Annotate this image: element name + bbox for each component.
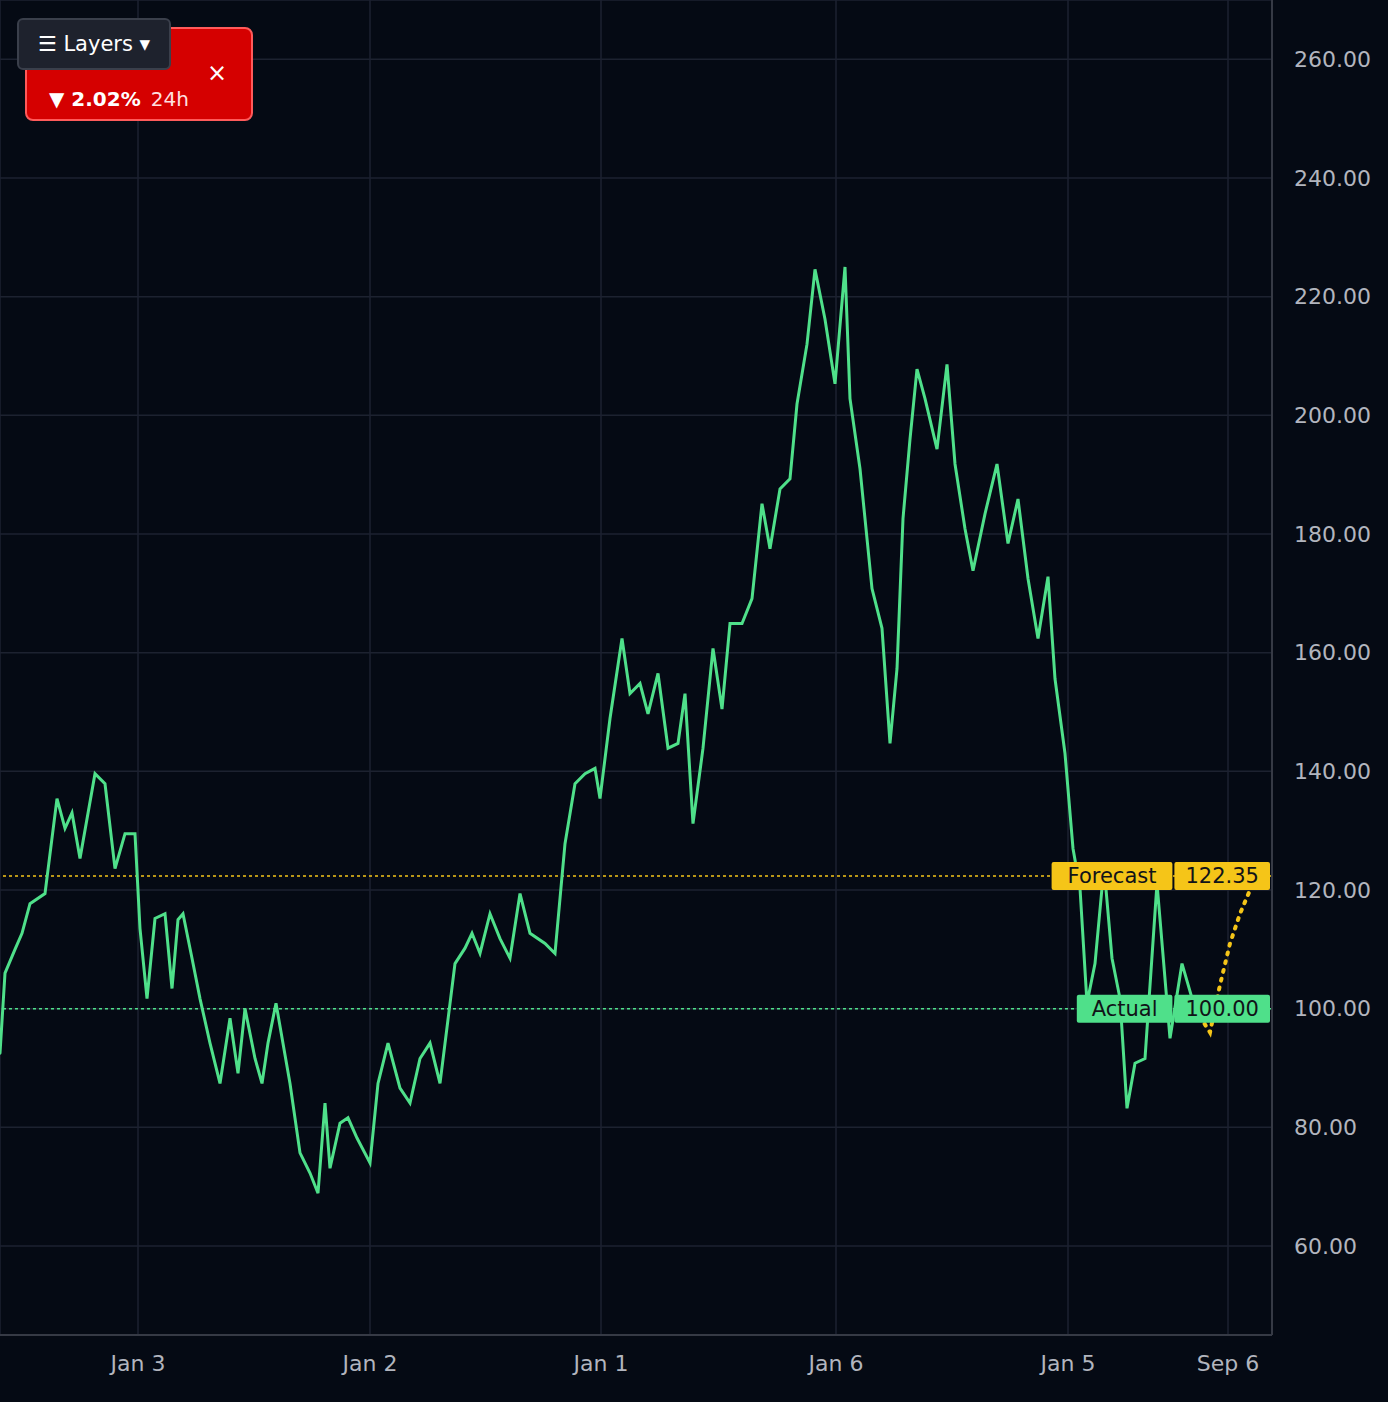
svg-text:Jan 3: Jan 3 <box>109 1351 166 1376</box>
svg-text:140.00: 140.00 <box>1294 759 1371 784</box>
svg-text:122.35: 122.35 <box>1185 864 1258 888</box>
svg-text:80.00: 80.00 <box>1294 1115 1357 1140</box>
svg-text:Sep 6: Sep 6 <box>1197 1351 1259 1376</box>
svg-text:Jan 5: Jan 5 <box>1039 1351 1096 1376</box>
svg-text:160.00: 160.00 <box>1294 640 1371 665</box>
svg-text:220.00: 220.00 <box>1294 284 1371 309</box>
svg-text:Actual: Actual <box>1092 997 1158 1021</box>
svg-text:100.00: 100.00 <box>1294 996 1371 1021</box>
svg-text:200.00: 200.00 <box>1294 403 1371 428</box>
svg-text:Forecast: Forecast <box>1068 864 1157 888</box>
svg-text:180.00: 180.00 <box>1294 522 1371 547</box>
svg-text:Jan 6: Jan 6 <box>807 1351 864 1376</box>
html-text:24h: 24h <box>150 87 189 111</box>
svg-text:120.00: 120.00 <box>1294 878 1371 903</box>
svg-text:100.00: 100.00 <box>1185 997 1258 1021</box>
svg-text:Jan 2: Jan 2 <box>341 1351 398 1376</box>
svg-text:60.00: 60.00 <box>1294 1234 1357 1259</box>
svg-text:240.00: 240.00 <box>1294 166 1371 191</box>
svg-text:260.00: 260.00 <box>1294 47 1371 72</box>
html-text:▼ 2.02%: ▼ 2.02% <box>49 87 141 111</box>
svg-text:Jan 1: Jan 1 <box>572 1351 629 1376</box>
html-text:☰ Layers ▾: ☰ Layers ▾ <box>37 32 151 56</box>
